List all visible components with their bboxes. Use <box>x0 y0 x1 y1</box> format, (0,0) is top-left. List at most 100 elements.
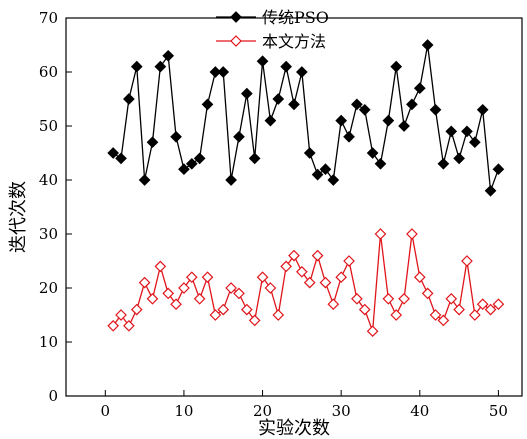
data-point <box>476 103 489 116</box>
x-tick-label: 0 <box>101 402 111 420</box>
data-point <box>233 130 245 143</box>
data-point <box>115 309 127 321</box>
y-tick-label: 60 <box>39 63 58 81</box>
data-point <box>335 271 348 284</box>
data-point <box>201 271 214 284</box>
y-tick-label: 40 <box>39 171 58 189</box>
data-point <box>107 319 120 332</box>
data-point <box>162 49 175 62</box>
data-point <box>374 228 387 240</box>
data-point <box>296 265 308 278</box>
data-point <box>468 136 481 149</box>
x-tick-label: 10 <box>174 402 193 420</box>
data-point <box>280 60 292 73</box>
data-point <box>492 298 505 311</box>
data-point <box>421 287 434 300</box>
data-point <box>453 303 465 316</box>
y-axis-title: 迭代次数 <box>8 181 29 253</box>
legend-marker <box>230 11 242 23</box>
data-point <box>398 120 410 132</box>
x-tick-label: 20 <box>253 402 272 420</box>
data-point <box>225 174 237 186</box>
data-point <box>319 276 332 289</box>
data-point <box>264 114 277 127</box>
data-point <box>193 292 206 305</box>
data-point <box>492 163 505 176</box>
legend-marker <box>230 35 242 47</box>
data-point <box>138 174 151 186</box>
data-point <box>476 298 489 311</box>
data-point <box>413 271 426 284</box>
legend-entry-2: 本文方法 <box>216 32 326 51</box>
data-point <box>217 66 230 78</box>
y-tick-label: 10 <box>39 333 58 351</box>
data-point <box>406 228 418 240</box>
data-point <box>343 255 355 267</box>
plot-frame <box>65 17 523 397</box>
data-point <box>374 157 387 170</box>
data-point <box>138 276 151 289</box>
data-point <box>429 103 442 116</box>
data-point <box>248 314 261 327</box>
data-point <box>343 130 355 143</box>
data-point <box>303 276 316 289</box>
data-point <box>130 303 143 316</box>
data-point <box>107 147 120 159</box>
data-point <box>154 260 167 273</box>
data-point <box>358 303 371 316</box>
data-point <box>445 292 458 305</box>
data-point <box>382 292 395 305</box>
data-point <box>248 152 261 165</box>
data-point <box>146 292 159 305</box>
data-point <box>461 255 473 267</box>
data-point <box>217 303 230 316</box>
data-point <box>256 271 269 284</box>
y-tick-label: 0 <box>48 387 58 405</box>
legend-label: 本文方法 <box>262 32 326 51</box>
data-point <box>264 282 277 294</box>
data-point <box>240 87 253 100</box>
data-point <box>115 152 127 165</box>
data-point <box>484 184 497 197</box>
series-line <box>112 44 500 192</box>
y-tick-label: 30 <box>39 225 58 243</box>
data-point <box>406 98 418 111</box>
data-point <box>327 174 340 186</box>
x-tick-label: 30 <box>332 402 351 420</box>
data-point <box>280 260 292 273</box>
data-point <box>288 249 300 262</box>
data-point <box>319 163 332 176</box>
data-point <box>146 136 159 149</box>
y-tick-label: 50 <box>39 117 58 135</box>
x-axis-title: 实验次数 <box>258 418 330 439</box>
data-point <box>445 125 458 138</box>
data-point <box>429 309 442 321</box>
data-point <box>288 98 300 111</box>
series-2 <box>107 228 505 338</box>
data-point <box>185 157 198 170</box>
data-point <box>130 60 143 73</box>
data-point <box>335 114 348 127</box>
series-1 <box>107 39 505 197</box>
data-point <box>296 66 308 78</box>
data-point <box>421 39 434 51</box>
data-point <box>351 98 363 111</box>
data-point <box>256 55 269 68</box>
y-tick-label: 70 <box>39 9 58 27</box>
data-point <box>327 298 340 311</box>
data-point <box>311 249 324 262</box>
data-point <box>240 303 253 316</box>
data-point <box>201 98 214 111</box>
x-tick-label: 40 <box>410 402 429 420</box>
data-point <box>123 93 135 105</box>
data-point <box>437 157 450 170</box>
data-point <box>390 309 403 321</box>
data-point <box>484 303 497 316</box>
data-point <box>358 103 371 116</box>
legend-entry-1: 传统PSO <box>216 8 329 27</box>
legend-label: 传统PSO <box>262 8 329 27</box>
data-point <box>193 152 206 165</box>
data-point <box>178 163 190 176</box>
data-point <box>154 60 167 73</box>
